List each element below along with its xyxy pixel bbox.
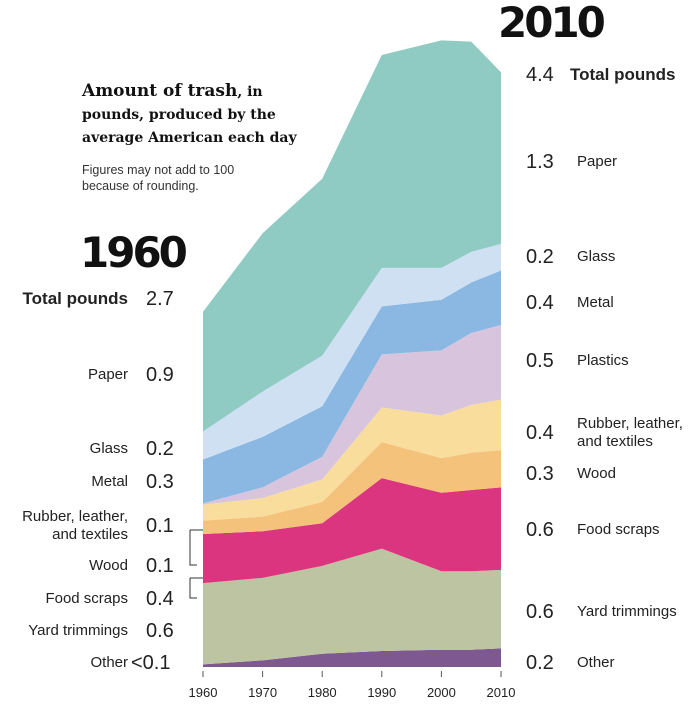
start-value: 0.4 xyxy=(146,588,174,610)
end-value: 0.6 xyxy=(526,601,554,623)
start-label: Total pounds xyxy=(22,289,128,308)
x-tick-label: 1960 xyxy=(189,685,218,700)
end-value: 4.4 xyxy=(526,64,554,86)
area xyxy=(203,478,501,584)
end-value: 0.3 xyxy=(526,463,554,485)
end-heading: 2010 xyxy=(498,0,606,47)
start-value: 0.1 xyxy=(146,515,174,537)
end-value: 1.3 xyxy=(526,151,554,173)
x-tick-label: 2010 xyxy=(487,685,516,700)
end-value: 0.4 xyxy=(526,292,554,314)
end-value: 0.2 xyxy=(526,652,554,674)
start-heading: 1960 xyxy=(80,228,188,277)
title-block: Amount of trash, in pounds, produced by … xyxy=(82,80,314,150)
start-label: Glass xyxy=(89,440,128,457)
chart-title: Amount of trash xyxy=(82,81,238,101)
end-value: 0.6 xyxy=(526,519,554,541)
x-tick-label: 2000 xyxy=(427,685,456,700)
connector xyxy=(189,529,203,599)
start-label: Other xyxy=(90,654,128,671)
end-label: Wood xyxy=(577,465,616,482)
area xyxy=(203,648,501,667)
end-value: 0.2 xyxy=(526,246,554,268)
start-value: <0.1 xyxy=(131,652,171,674)
end-value: 0.4 xyxy=(526,422,554,444)
area xyxy=(203,40,501,432)
area xyxy=(203,442,501,534)
start-label: Wood xyxy=(89,557,128,574)
start-label: Food scraps xyxy=(45,590,128,607)
area xyxy=(203,243,501,460)
end-label: Metal xyxy=(577,294,614,311)
end-label: Paper xyxy=(577,153,618,170)
area xyxy=(203,548,501,665)
start-label: Yard trimmings xyxy=(28,622,128,639)
area xyxy=(203,399,501,521)
end-value: 0.5 xyxy=(526,350,554,372)
chart-subtitle: , in pounds, produced by the average Ame… xyxy=(82,84,297,146)
note: Figures may not add to 100 because of ro… xyxy=(82,163,235,193)
start-value: 2.7 xyxy=(146,288,174,310)
x-tick-label: 1990 xyxy=(367,685,396,700)
area xyxy=(203,270,501,504)
start-value: 0.3 xyxy=(146,471,174,493)
end-label: Glass xyxy=(577,248,616,265)
start-label: Metal xyxy=(91,473,128,490)
end-label: Other xyxy=(577,654,615,671)
end-label: Yard trimmings xyxy=(577,603,677,620)
start-value: 0.9 xyxy=(146,364,174,386)
end-label: Rubber, leather, and textiles xyxy=(577,415,683,450)
start-label: Paper xyxy=(87,366,128,383)
start-label: Rubber, leather, and textiles xyxy=(22,508,128,543)
x-tick-label: 1980 xyxy=(308,685,337,700)
end-label: Plastics xyxy=(577,352,629,369)
area xyxy=(203,325,501,505)
start-value: 0.2 xyxy=(146,438,174,460)
start-value: 0.6 xyxy=(146,620,174,642)
start-value: 0.1 xyxy=(146,555,174,577)
x-tick-label: 1970 xyxy=(248,685,277,700)
end-label: Food scraps xyxy=(577,521,660,538)
end-label: Total pounds xyxy=(570,65,676,84)
